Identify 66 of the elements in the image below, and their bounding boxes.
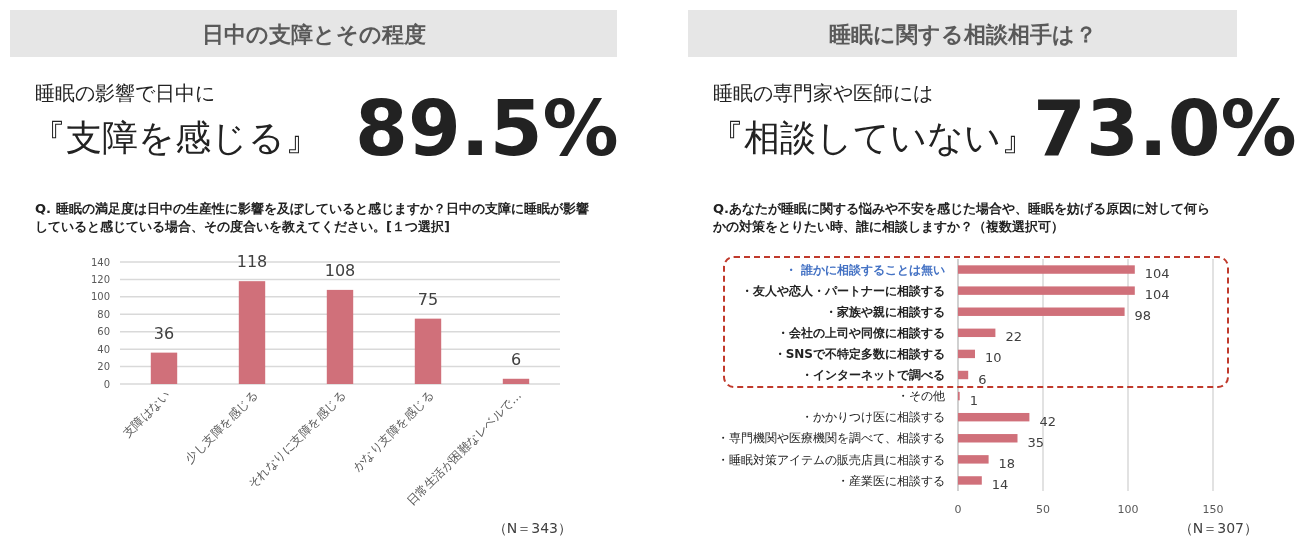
data-label: 104 — [1144, 266, 1170, 282]
bar — [414, 318, 442, 384]
bar — [958, 455, 989, 464]
bar — [326, 289, 354, 384]
data-label: 108 — [324, 260, 356, 280]
y-tick-label: ・家族や親に相談する — [825, 304, 945, 319]
x-tick-label: 0 — [954, 503, 962, 516]
data-label: 35 — [1027, 434, 1045, 450]
y-tick-label: 140 — [90, 256, 110, 268]
x-tick-label: 150 — [1202, 503, 1224, 516]
y-tick-label: ・インターネットで調べる — [801, 368, 945, 383]
y-tick-label: ・ 誰かに相談することは無い — [784, 262, 945, 277]
bar — [958, 476, 982, 485]
bar — [502, 378, 530, 384]
data-label: 36 — [153, 323, 175, 343]
y-tick-label: ・睡眠対策アイテムの販売店員に相談する — [717, 452, 945, 467]
bar — [958, 286, 1135, 295]
data-label: 18 — [998, 455, 1016, 471]
y-tick-label: ・その他 — [897, 389, 945, 404]
text: （N＝307） — [1178, 520, 1258, 536]
text: 睡眠の専門家や医師には — [713, 81, 933, 105]
y-tick-label: ・かかりつけ医に相談する — [801, 410, 945, 425]
chart-subtitle: Q. 睡眠の満足度は日中の生産性に影響を及ぼしていると感じますか？日中の支障に睡眠が影響していると感じている場合、その度合いを教えてください。[１つ選択] — [35, 201, 589, 234]
text: 『支障を感じる』 — [30, 117, 321, 158]
data-label: 14 — [991, 477, 1009, 492]
chart-title: 睡眠に関する相談相手は？ — [828, 22, 1097, 47]
text: （N＝343） — [492, 520, 572, 536]
x-tick-label: 支障はない — [119, 388, 173, 441]
y-tick-label: 40 — [97, 343, 110, 355]
data-label: 75 — [417, 289, 439, 309]
bar — [958, 370, 969, 380]
bar — [958, 349, 975, 359]
data-label: 42 — [1039, 413, 1056, 429]
bar — [958, 265, 1135, 274]
data-label: 10 — [985, 350, 1002, 366]
data-label: 22 — [1005, 329, 1022, 345]
chart-subtitle: Q.あなたが睡眠に関する悩みや不安を感じた場合や、睡眠を妨げる原因に対して何らかの対策をとりたい時、誰に相談しますか？（複数選択可） — [712, 201, 1210, 234]
data-label: 98 — [1134, 308, 1152, 324]
text: 89.5% — [355, 84, 619, 173]
text: 睡眠の影響で日中に — [35, 81, 215, 105]
y-tick-label: 100 — [90, 291, 110, 303]
x-tick-label: 少し支障を感じる — [182, 388, 261, 466]
bar — [958, 328, 996, 338]
bar — [150, 352, 178, 384]
bar — [238, 281, 266, 384]
data-label: 104 — [1144, 287, 1170, 303]
data-label: 6 — [978, 371, 987, 387]
y-tick-label: 20 — [97, 361, 110, 373]
bar — [958, 412, 1030, 422]
data-label: 1 — [969, 392, 978, 408]
y-tick-label: 80 — [97, 308, 110, 320]
y-tick-label: ・会社の上司や同僚に相談する — [777, 326, 945, 341]
y-tick-label: ・友人や恋人・パートナーに相談する — [741, 283, 945, 298]
y-tick-label: ・SNSで不特定多数に相談する — [773, 347, 945, 362]
y-tick-label: ・専門機関や医療機関を調べて、相談する — [717, 431, 945, 446]
bar — [958, 307, 1125, 316]
y-tick-label: 60 — [97, 326, 110, 338]
data-label: 6 — [510, 349, 522, 369]
chart-title: 日中の支障とその程度 — [201, 22, 426, 47]
x-tick-label: 50 — [1036, 503, 1050, 516]
y-tick-label: 120 — [90, 273, 110, 285]
data-label: 118 — [236, 252, 268, 272]
x-tick-label: 100 — [1117, 503, 1139, 516]
y-tick-label: 0 — [103, 378, 110, 390]
y-tick-label: ・産業医に相談する — [837, 473, 945, 488]
bar — [958, 434, 1018, 443]
